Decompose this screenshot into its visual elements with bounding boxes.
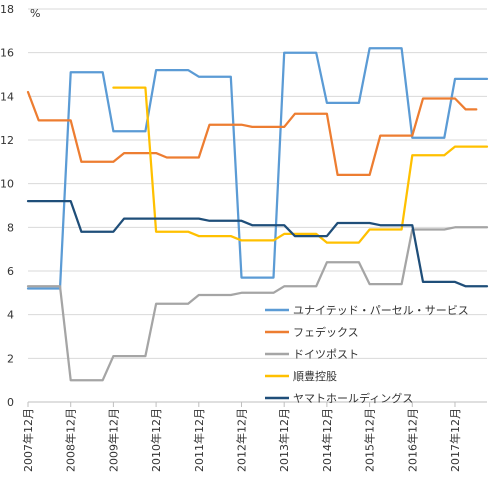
x-tick-label: 2017年12月 bbox=[448, 408, 462, 472]
x-tick-label: 2011年12月 bbox=[192, 408, 206, 472]
axes: 0 2 4 6 8 10 12 14 16 18 2007年12月 2008年12月 2009年12月 2… bbox=[0, 3, 487, 472]
series-line-0 bbox=[26, 47, 489, 290]
y-tick-label: 18 bbox=[0, 3, 14, 16]
y-tick-label: 16 bbox=[0, 47, 14, 60]
x-tick-label: 2016年12月 bbox=[405, 408, 419, 472]
legend: ユナイテッド・パーセル・サービスフェデックスドイツポスト順豊控股ヤマトホールディ… bbox=[265, 304, 469, 405]
y-tick-label: 14 bbox=[0, 90, 14, 103]
y-tick-label: 12 bbox=[0, 134, 14, 147]
x-tick-label: 2015年12月 bbox=[363, 408, 377, 472]
x-tick-label: 2009年12月 bbox=[106, 408, 120, 472]
legend-label: ヤマトホールディングス bbox=[293, 391, 413, 405]
series-line-4 bbox=[26, 199, 489, 288]
y-tick-label: 2 bbox=[7, 352, 14, 365]
y-tick-label: 10 bbox=[0, 178, 14, 191]
series-line-2 bbox=[26, 226, 489, 382]
y-tick-label: 6 bbox=[7, 265, 14, 278]
y-tick-label: 0 bbox=[7, 396, 14, 409]
series-lines bbox=[26, 47, 489, 382]
x-tick-label: 2013年12月 bbox=[277, 408, 291, 472]
legend-label: 順豊控股 bbox=[293, 369, 337, 383]
gridlines bbox=[28, 8, 487, 359]
y-tick-label: 8 bbox=[7, 221, 14, 234]
x-tick-label: 2007年12月 bbox=[21, 408, 35, 472]
series-line-1 bbox=[26, 90, 478, 177]
legend-label: ユナイテッド・パーセル・サービス bbox=[293, 304, 469, 317]
legend-label: フェデックス bbox=[293, 325, 359, 339]
legend-label: ドイツポスト bbox=[293, 348, 359, 361]
x-tick-label: 2008年12月 bbox=[64, 408, 78, 472]
y-unit-label: % bbox=[30, 7, 40, 20]
series-line-3 bbox=[112, 86, 489, 244]
x-tick-label: 2014年12月 bbox=[320, 408, 334, 472]
y-tick-label: 4 bbox=[7, 309, 14, 322]
x-tick-label: 2010年12月 bbox=[149, 408, 163, 472]
x-tick-label: 2012年12月 bbox=[234, 408, 248, 472]
